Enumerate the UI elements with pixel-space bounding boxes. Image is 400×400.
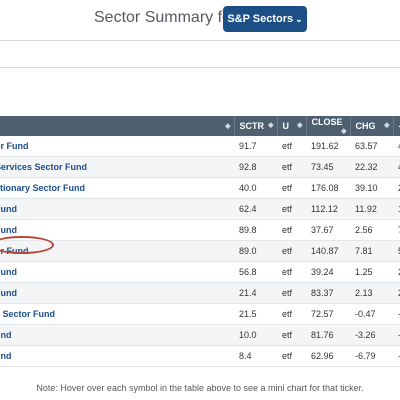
divider <box>0 40 400 41</box>
change-value: 2.56 <box>350 219 393 241</box>
close-value: 62.96 <box>306 345 350 367</box>
change-value: 22.32 <box>350 156 393 178</box>
change-value: -3.26 <box>350 324 393 346</box>
sector-name-link[interactable]: etionary Sector Fund <box>0 177 234 199</box>
change-value: 1.25 <box>350 261 393 283</box>
sort-icon[interactable]: ◆ <box>225 123 231 130</box>
extra-value: 2 <box>393 261 400 283</box>
sort-icon[interactable]: ◆ <box>341 128 347 135</box>
change-value: 2.13 <box>350 282 393 304</box>
universe-value: etf <box>277 324 306 346</box>
extra-value: 7 <box>393 219 400 241</box>
chevron-down-icon: ⌄ <box>295 14 303 24</box>
sector-table: ◆ SCTR◆ U◆ CLOSE◆ CHG◆ - or Fund91.7etf1… <box>0 116 400 367</box>
universe-value: etf <box>277 303 306 325</box>
sctr-value: 56.8 <box>234 261 277 283</box>
sector-name-link[interactable]: s Sector Fund <box>0 303 234 325</box>
sctr-value: 40.0 <box>234 177 277 199</box>
sctr-value: 89.0 <box>234 240 277 262</box>
hover-note: Note: Hover over each symbol in the tabl… <box>36 383 364 393</box>
column-header-extra[interactable]: - <box>393 116 400 136</box>
sector-name-link[interactable]: Services Sector Fund <box>0 156 234 178</box>
column-header-name[interactable]: ◆ <box>0 116 235 136</box>
extra-value: - <box>393 324 400 346</box>
sctr-value: 92.8 <box>234 156 277 178</box>
sort-icon[interactable]: ◆ <box>384 122 390 129</box>
close-value: 176.08 <box>306 177 350 199</box>
table-header-row: ◆ SCTR◆ U◆ CLOSE◆ CHG◆ - <box>0 116 400 136</box>
close-value: 112.12 <box>306 198 350 220</box>
sector-group-dropdown[interactable]: S&P Sectors ⌄ <box>223 6 307 32</box>
universe-value: etf <box>277 198 306 220</box>
sort-icon[interactable]: ◆ <box>268 122 274 129</box>
change-value: -6.79 <box>350 345 393 367</box>
page-header: Sector Summary for S&P Sectors ⌄ <box>0 0 400 38</box>
column-header-close[interactable]: CLOSE ◆ <box>306 116 351 136</box>
extra-value: 2 <box>393 282 400 304</box>
sctr-value: 21.5 <box>234 303 277 325</box>
column-header-chg[interactable]: CHG ◆ <box>350 116 394 136</box>
change-value: -0.47 <box>350 303 393 325</box>
close-value: 72.57 <box>306 303 350 325</box>
universe-value: etf <box>277 261 306 283</box>
close-value: 39.24 <box>306 261 350 283</box>
change-value: 7.81 <box>350 240 393 262</box>
extra-value: 1 <box>393 198 400 220</box>
sector-name-link[interactable]: Fund <box>0 261 234 283</box>
close-value: 37.67 <box>306 219 350 241</box>
change-value: 11.92 <box>350 198 393 220</box>
sctr-value: 21.4 <box>234 282 277 304</box>
sector-name-link[interactable]: und <box>0 345 234 367</box>
universe-value: etf <box>277 136 306 157</box>
sctr-value: 10.0 <box>234 324 277 346</box>
divider <box>0 67 400 68</box>
sctr-value: 62.4 <box>234 198 277 220</box>
universe-value: etf <box>277 177 306 199</box>
universe-value: etf <box>277 345 306 367</box>
extra-value: 4 <box>393 136 400 157</box>
sctr-value: 91.7 <box>234 136 277 157</box>
close-value: 83.37 <box>306 282 350 304</box>
close-value: 81.76 <box>306 324 350 346</box>
extra-value: - <box>393 303 400 325</box>
highlight-circle <box>0 236 54 254</box>
universe-value: etf <box>277 219 306 241</box>
universe-value: etf <box>277 282 306 304</box>
sector-group-label: S&P Sectors <box>227 13 294 25</box>
close-value: 191.62 <box>306 136 350 157</box>
extra-value: 2 <box>393 177 400 199</box>
sort-icon[interactable]: ◆ <box>297 122 303 129</box>
change-value: 63.57 <box>350 136 393 157</box>
sctr-value: 89.8 <box>234 219 277 241</box>
extra-value: 4 <box>393 156 400 178</box>
extra-value: 5 <box>393 240 400 262</box>
sctr-value: 8.4 <box>234 345 277 367</box>
sector-name-link[interactable]: or Fund <box>0 136 234 157</box>
column-header-sctr[interactable]: SCTR ◆ <box>234 116 278 136</box>
sector-name-link[interactable]: Fund <box>0 219 234 241</box>
page-title: Sector Summary for <box>94 9 237 26</box>
universe-value: etf <box>277 156 306 178</box>
column-header-u[interactable]: U ◆ <box>277 116 307 136</box>
universe-value: etf <box>277 240 306 262</box>
sector-name-link[interactable]: und <box>0 324 234 346</box>
extra-value: - <box>393 345 400 367</box>
close-value: 73.45 <box>306 156 350 178</box>
close-value: 140.87 <box>306 240 350 262</box>
sector-name-link[interactable]: Fund <box>0 282 234 304</box>
change-value: 39.10 <box>350 177 393 199</box>
sector-name-link[interactable]: Fund <box>0 198 234 220</box>
